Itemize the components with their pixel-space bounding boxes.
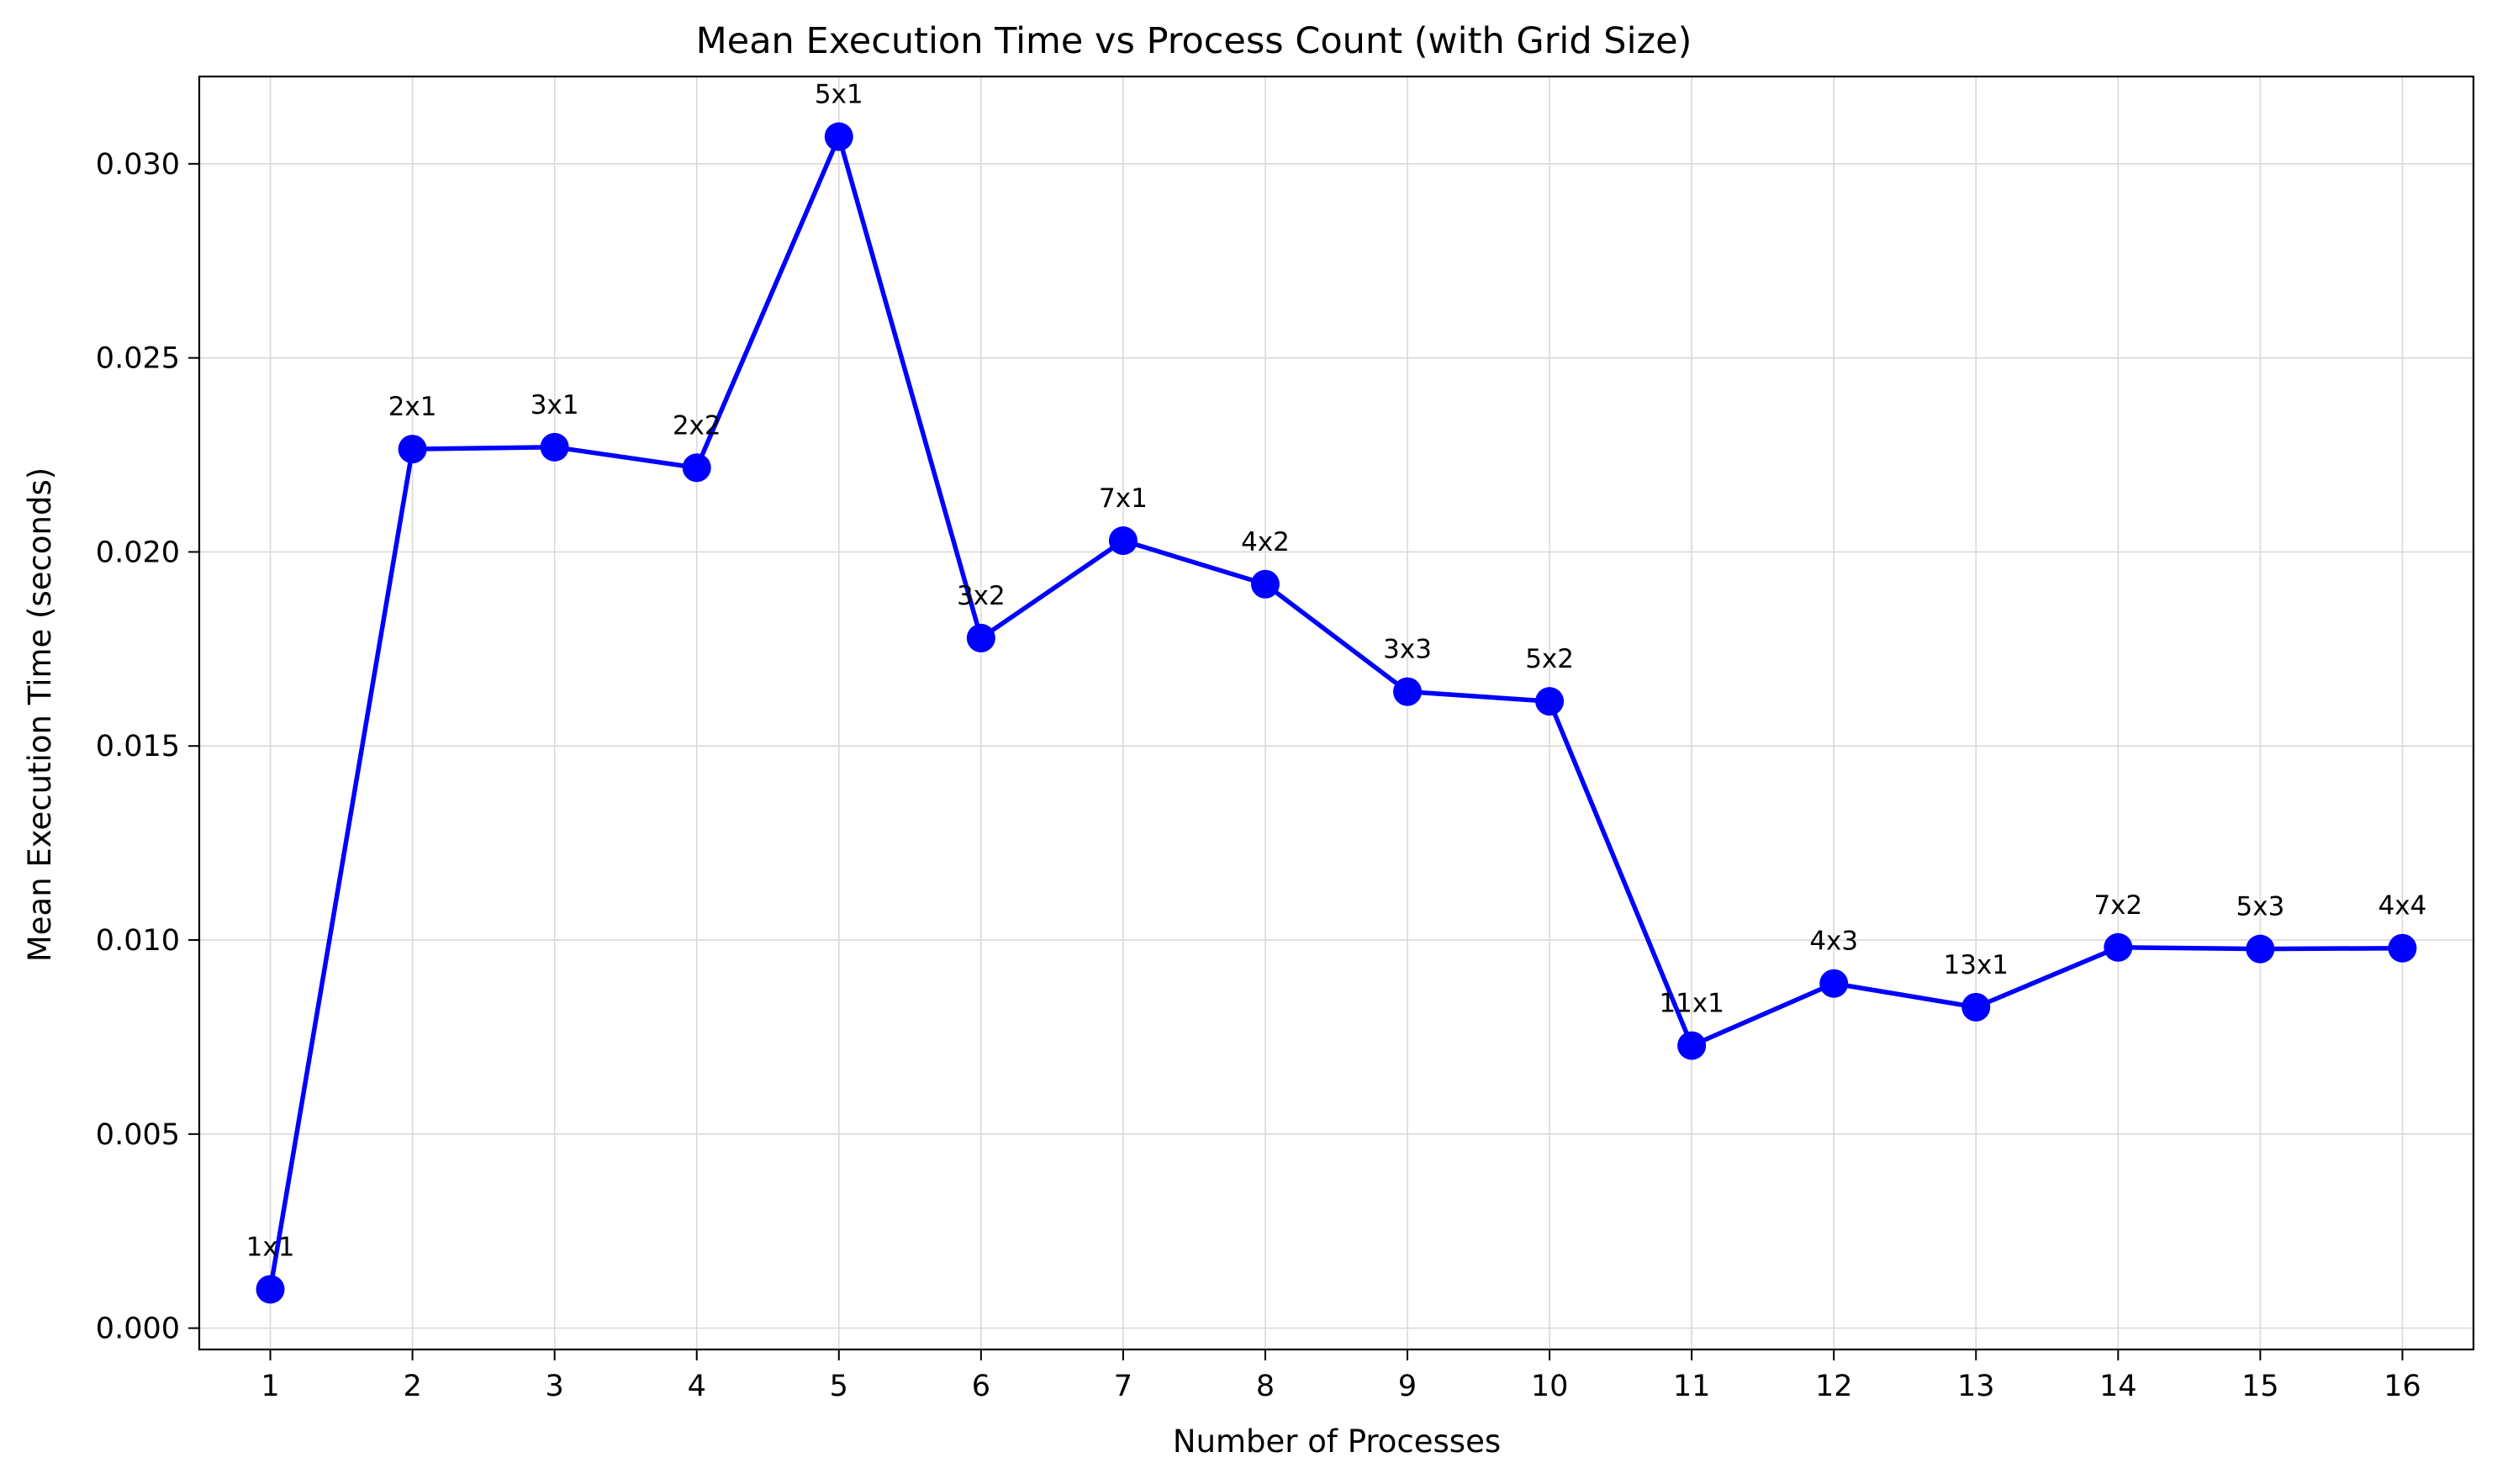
x-tick-label: 16 xyxy=(2384,1370,2421,1403)
point-label: 2x2 xyxy=(673,410,721,441)
x-axis-label: Number of Processes xyxy=(1173,1423,1501,1460)
data-point xyxy=(256,1275,285,1304)
data-point xyxy=(1250,569,1280,599)
data-point xyxy=(1535,687,1565,716)
point-label: 7x2 xyxy=(2093,890,2142,921)
x-tick-label: 6 xyxy=(972,1370,990,1403)
data-point xyxy=(540,432,569,462)
data-point xyxy=(1961,992,1991,1022)
chart-title: Mean Execution Time vs Process Count (wi… xyxy=(696,20,1692,62)
x-tick-label: 15 xyxy=(2241,1370,2279,1403)
data-point xyxy=(824,122,853,151)
data-point xyxy=(966,623,995,652)
y-tick-label: 0.015 xyxy=(96,730,180,763)
data-point xyxy=(2388,933,2417,963)
x-tick-label: 14 xyxy=(2099,1370,2137,1403)
point-label: 4x2 xyxy=(1241,527,1290,557)
point-label: 2x1 xyxy=(388,392,437,422)
x-tick-label: 3 xyxy=(546,1370,564,1403)
series-line xyxy=(267,134,2403,1290)
data-point xyxy=(682,453,711,483)
y-tick-label: 0.025 xyxy=(96,342,180,376)
x-tick-label: 11 xyxy=(1673,1370,1711,1403)
gridlines xyxy=(199,77,2473,1349)
data-point xyxy=(2104,932,2133,962)
x-tick-label: 9 xyxy=(1398,1370,1417,1403)
x-tick-label: 4 xyxy=(688,1370,706,1403)
data-point xyxy=(1393,677,1423,706)
point-label: 5x3 xyxy=(2236,892,2285,922)
point-label: 4x4 xyxy=(2378,891,2427,922)
data-point xyxy=(1677,1031,1707,1060)
point-label: 3x3 xyxy=(1383,635,1432,665)
point-label: 13x1 xyxy=(1944,950,2009,980)
plot-area-frame xyxy=(198,75,2475,1351)
data-point xyxy=(2246,934,2275,964)
data-point xyxy=(1819,969,1849,998)
x-tick-label: 8 xyxy=(1256,1370,1275,1403)
x-tick-label: 7 xyxy=(1114,1370,1132,1403)
point-label: 4x3 xyxy=(1809,927,1858,957)
x-tick-label: 13 xyxy=(1957,1370,1995,1403)
point-label: 5x1 xyxy=(815,80,863,110)
y-tick-label: 0.030 xyxy=(96,148,180,182)
point-label: 11x1 xyxy=(1659,989,1724,1019)
x-tick-label: 1 xyxy=(261,1370,279,1403)
y-tick-label: 0.005 xyxy=(96,1118,180,1152)
data-point xyxy=(398,435,427,464)
x-tick-label: 5 xyxy=(830,1370,848,1403)
data-point xyxy=(1108,526,1138,556)
point-label: 3x1 xyxy=(531,390,579,420)
point-label: 3x2 xyxy=(957,581,1006,611)
y-tick-label: 0.020 xyxy=(96,536,180,569)
point-labels: 1x1 2x1 3x1 2x2 5x1 3x2 7x1 4x2 3x3 5x2 11x1 4x3 13x… xyxy=(246,80,2427,1263)
x-tick-label: 10 xyxy=(1531,1370,1569,1403)
y-axis-label: Mean Execution Time (seconds) xyxy=(22,467,58,962)
y-tick-label: 0.000 xyxy=(96,1312,180,1346)
data-series xyxy=(256,122,2417,1304)
point-label: 5x2 xyxy=(1525,644,1574,674)
point-label: 7x1 xyxy=(1099,483,1148,514)
y-tick-label: 0.010 xyxy=(96,924,180,958)
axis-ticks: 1 2 3 4 5 6 7 8 9 10 11 12 13 14 15 160.0000.0050.0100.… xyxy=(96,148,2421,1403)
point-label: 1x1 xyxy=(246,1232,295,1262)
x-tick-label: 12 xyxy=(1815,1370,1853,1403)
x-tick-label: 2 xyxy=(403,1370,421,1403)
